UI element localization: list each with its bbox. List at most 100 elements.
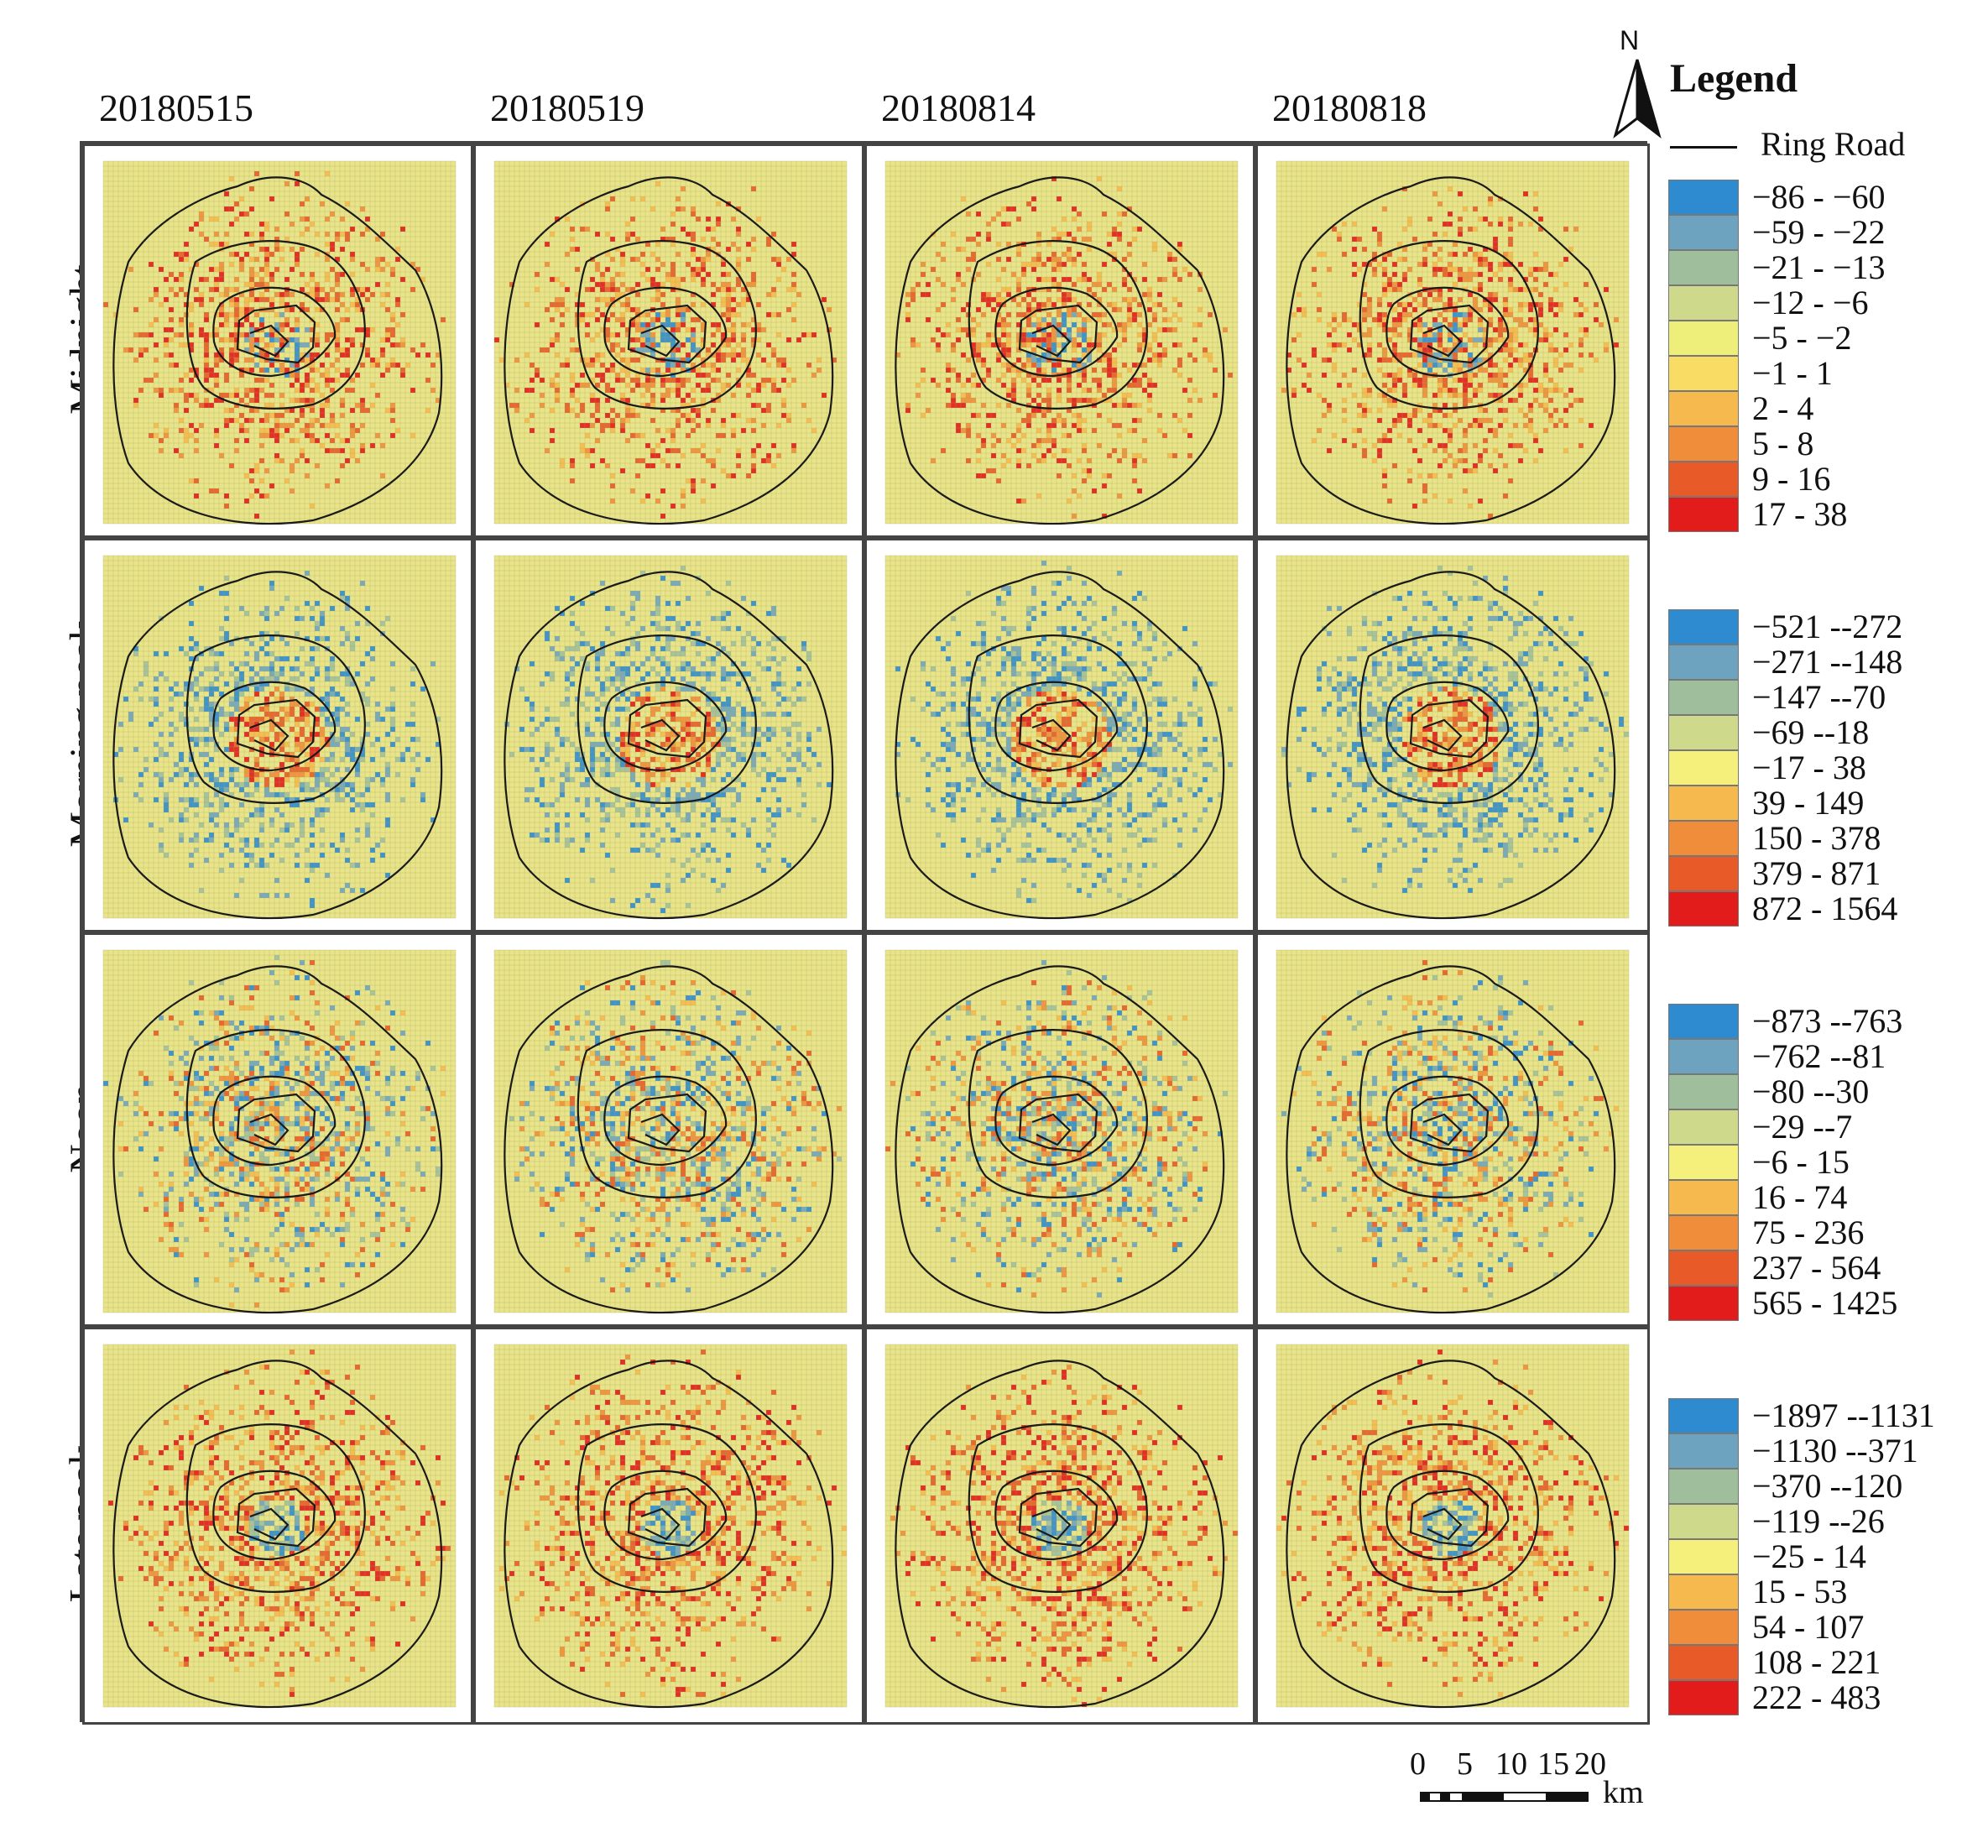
- map-panel-midnight-20180519: [473, 144, 864, 538]
- legend-swatch: [1668, 215, 1739, 250]
- legend-label: 75 - 236: [1752, 1214, 1865, 1251]
- legend-swatch: [1668, 1433, 1739, 1469]
- legend-swatch: [1668, 750, 1739, 786]
- legend-swatch: [1668, 462, 1739, 497]
- legend-label: 872 - 1564: [1752, 890, 1898, 927]
- legend-label: 222 - 483: [1752, 1678, 1881, 1716]
- map-panel-midnight-20180814: [864, 144, 1255, 538]
- legend-swatch: [1668, 1074, 1739, 1109]
- legend-label: 17 - 38: [1752, 495, 1848, 533]
- legend-label: −119 --26: [1752, 1502, 1885, 1540]
- map-panel-noon-20180818: [1255, 932, 1650, 1327]
- legend-label: −86 - −60: [1752, 178, 1886, 216]
- legend-label: 54 - 107: [1752, 1608, 1865, 1646]
- legend-swatch: [1668, 1286, 1739, 1321]
- map-panel-late-peak-20180519: [473, 1327, 864, 1725]
- legend-label: −21 - −13: [1752, 248, 1886, 286]
- legend-swatch: [1668, 391, 1739, 426]
- legend-label: −5 - −2: [1752, 319, 1852, 357]
- legend-swatch: [1668, 497, 1739, 532]
- legend-swatch: [1668, 1215, 1739, 1250]
- legend-label: 565 - 1425: [1752, 1284, 1898, 1322]
- legend-label: −25 - 14: [1752, 1537, 1866, 1575]
- legend-swatch: [1668, 1680, 1739, 1715]
- legend-swatch: [1668, 1398, 1739, 1433]
- legend-swatch: [1668, 891, 1739, 927]
- legend-title: Legend: [1670, 56, 1798, 101]
- map-panel-late-peak-20180814: [864, 1327, 1255, 1725]
- legend-swatch: [1668, 1539, 1739, 1574]
- column-date-2: 20180519: [490, 86, 644, 129]
- legend-swatch: [1668, 645, 1739, 680]
- legend-label: 16 - 74: [1752, 1178, 1848, 1216]
- legend-label: −1897 --1131: [1752, 1396, 1935, 1434]
- legend-label: −762 --81: [1752, 1037, 1886, 1075]
- legend-label: −17 - 38: [1752, 749, 1866, 786]
- map-panel-morning-peak-20180814: [864, 538, 1255, 932]
- legend-label: 379 - 871: [1752, 854, 1881, 892]
- ring-road-legend-label: Ring Road: [1761, 125, 1906, 163]
- legend-label: −873 --763: [1752, 1002, 1903, 1040]
- map-panel-noon-20180519: [473, 932, 864, 1327]
- legend-label: −1 - 1: [1752, 354, 1833, 392]
- legend-swatch: [1668, 1109, 1739, 1145]
- legend-label: −69 --18: [1752, 713, 1870, 751]
- legend-label: −12 - −6: [1752, 284, 1869, 321]
- legend-swatch: [1668, 321, 1739, 356]
- legend-label: 39 - 149: [1752, 784, 1865, 822]
- legend-label: −521 --272: [1752, 608, 1903, 645]
- legend-swatch: [1668, 715, 1739, 750]
- legend-swatch: [1668, 1504, 1739, 1539]
- legend-label: −1130 --371: [1752, 1432, 1918, 1470]
- map-panel-late-peak-20180515: [82, 1327, 473, 1725]
- legend-swatch: [1668, 1250, 1739, 1286]
- legend-swatch: [1668, 1039, 1739, 1074]
- scale-tick-10: 10: [1495, 1746, 1527, 1782]
- legend-label: −80 --30: [1752, 1073, 1870, 1110]
- legend-label: 237 - 564: [1752, 1249, 1881, 1287]
- map-panel-noon-20180814: [864, 932, 1255, 1327]
- legend-swatch: [1668, 680, 1739, 715]
- legend-label: −59 - −22: [1752, 213, 1886, 251]
- north-arrow-label: N: [1620, 25, 1640, 55]
- legend-swatch: [1668, 180, 1739, 215]
- legend-swatch: [1668, 786, 1739, 821]
- legend-swatch: [1668, 1004, 1739, 1039]
- legend-label: 2 - 4: [1752, 389, 1814, 427]
- legend-swatch: [1668, 856, 1739, 891]
- legend-label: 15 - 53: [1752, 1573, 1848, 1610]
- legend-swatch: [1668, 1180, 1739, 1215]
- legend-label: 5 - 8: [1752, 425, 1814, 462]
- legend-swatch: [1668, 250, 1739, 285]
- legend-swatch: [1668, 1645, 1739, 1680]
- legend-swatch: [1668, 1145, 1739, 1180]
- map-grid: [80, 141, 1650, 1725]
- legend-label: −6 - 15: [1752, 1143, 1850, 1181]
- legend-label: −370 --120: [1752, 1467, 1903, 1505]
- legend-label: −29 --7: [1752, 1108, 1853, 1146]
- map-panel-late-peak-20180818: [1255, 1327, 1650, 1725]
- scale-unit: km: [1603, 1775, 1644, 1810]
- north-arrow-icon: [1613, 59, 1662, 138]
- legend-swatch: [1668, 426, 1739, 462]
- column-date-3: 20180814: [881, 86, 1036, 129]
- scale-tick-5: 5: [1457, 1746, 1473, 1782]
- scale-tick-0: 0: [1410, 1746, 1426, 1782]
- scale-bar-icon: [1420, 1792, 1589, 1802]
- legend-swatch: [1668, 821, 1739, 856]
- map-panel-midnight-20180515: [82, 144, 473, 538]
- legend-swatch: [1668, 1610, 1739, 1645]
- legend-swatch: [1668, 609, 1739, 645]
- legend-label: 150 - 378: [1752, 819, 1881, 857]
- scale-tick-15: 15: [1537, 1746, 1569, 1782]
- map-panel-morning-peak-20180519: [473, 538, 864, 932]
- legend-swatch: [1668, 1574, 1739, 1610]
- legend-label: −271 --148: [1752, 643, 1903, 681]
- column-date-4: 20180818: [1272, 86, 1427, 129]
- legend-swatch: [1668, 1469, 1739, 1504]
- legend-label: 108 - 221: [1752, 1643, 1881, 1681]
- map-panel-noon-20180515: [82, 932, 473, 1327]
- map-panel-morning-peak-20180818: [1255, 538, 1650, 932]
- scale-tick-20: 20: [1574, 1746, 1606, 1782]
- column-date-1: 20180515: [99, 86, 253, 129]
